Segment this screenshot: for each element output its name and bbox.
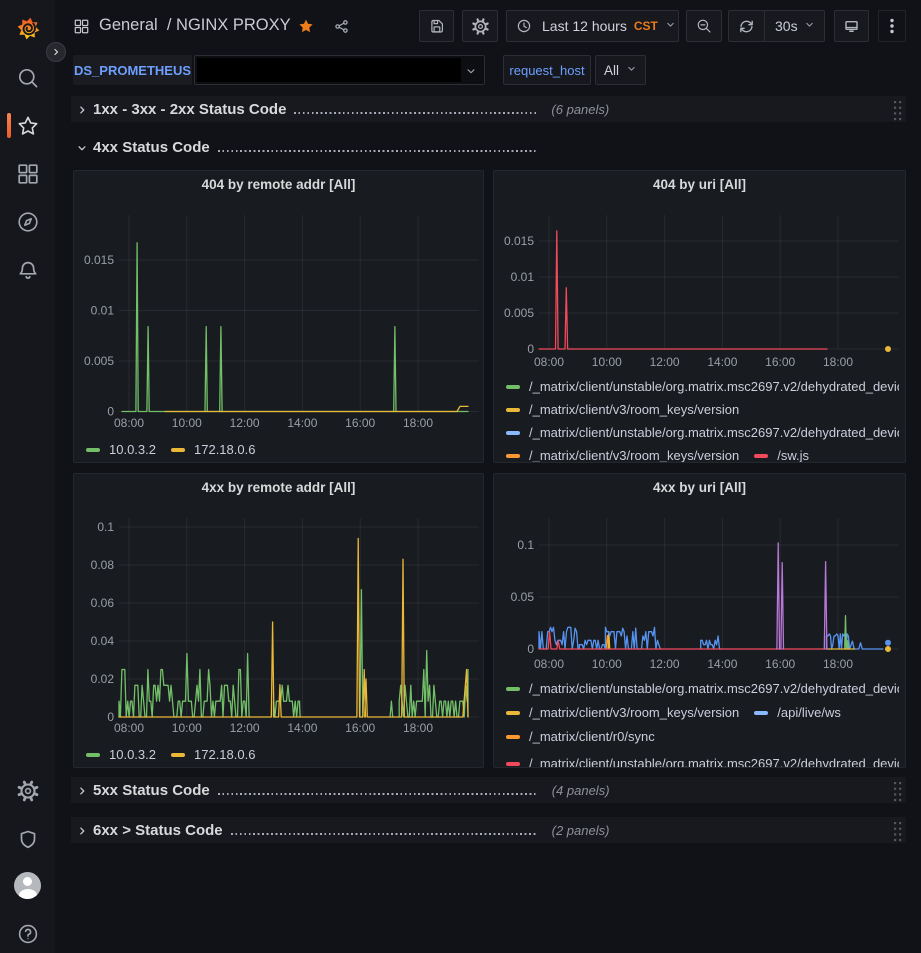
svg-text:12:00: 12:00 — [230, 721, 260, 735]
svg-text:0.1: 0.1 — [97, 520, 114, 534]
svg-text:18:00: 18:00 — [403, 416, 433, 430]
svg-text:0.05: 0.05 — [511, 590, 535, 604]
svg-text:0.02: 0.02 — [91, 672, 115, 686]
svg-text:08:00: 08:00 — [114, 416, 144, 430]
svg-text:10:00: 10:00 — [592, 355, 622, 369]
svg-text:16:00: 16:00 — [765, 657, 795, 671]
svg-text:08:00: 08:00 — [534, 657, 564, 671]
svg-text:14:00: 14:00 — [287, 416, 317, 430]
svg-text:0.015: 0.015 — [504, 234, 534, 248]
svg-text:16:00: 16:00 — [345, 721, 375, 735]
svg-text:0.01: 0.01 — [511, 270, 535, 284]
svg-text:0: 0 — [527, 342, 534, 356]
svg-text:0.005: 0.005 — [84, 354, 114, 368]
svg-text:0.08: 0.08 — [91, 558, 115, 572]
svg-text:0.005: 0.005 — [504, 306, 534, 320]
svg-text:10:00: 10:00 — [172, 416, 202, 430]
svg-text:0.1: 0.1 — [517, 538, 534, 552]
svg-text:18:00: 18:00 — [823, 355, 853, 369]
svg-text:08:00: 08:00 — [534, 355, 564, 369]
svg-text:10:00: 10:00 — [592, 657, 622, 671]
svg-text:08:00: 08:00 — [114, 721, 144, 735]
svg-text:0: 0 — [107, 710, 114, 724]
svg-text:18:00: 18:00 — [823, 657, 853, 671]
svg-text:14:00: 14:00 — [707, 657, 737, 671]
svg-text:12:00: 12:00 — [230, 416, 260, 430]
svg-text:10:00: 10:00 — [172, 721, 202, 735]
svg-text:0: 0 — [107, 405, 114, 419]
svg-text:0.015: 0.015 — [84, 253, 114, 267]
svg-text:12:00: 12:00 — [650, 657, 680, 671]
svg-text:0.06: 0.06 — [91, 596, 115, 610]
svg-text:14:00: 14:00 — [287, 721, 317, 735]
svg-text:14:00: 14:00 — [707, 355, 737, 369]
svg-text:0: 0 — [527, 642, 534, 656]
svg-text:16:00: 16:00 — [765, 355, 795, 369]
svg-text:0.04: 0.04 — [91, 634, 115, 648]
svg-text:18:00: 18:00 — [403, 721, 433, 735]
svg-text:12:00: 12:00 — [650, 355, 680, 369]
svg-text:0.01: 0.01 — [91, 304, 115, 318]
svg-text:16:00: 16:00 — [345, 416, 375, 430]
